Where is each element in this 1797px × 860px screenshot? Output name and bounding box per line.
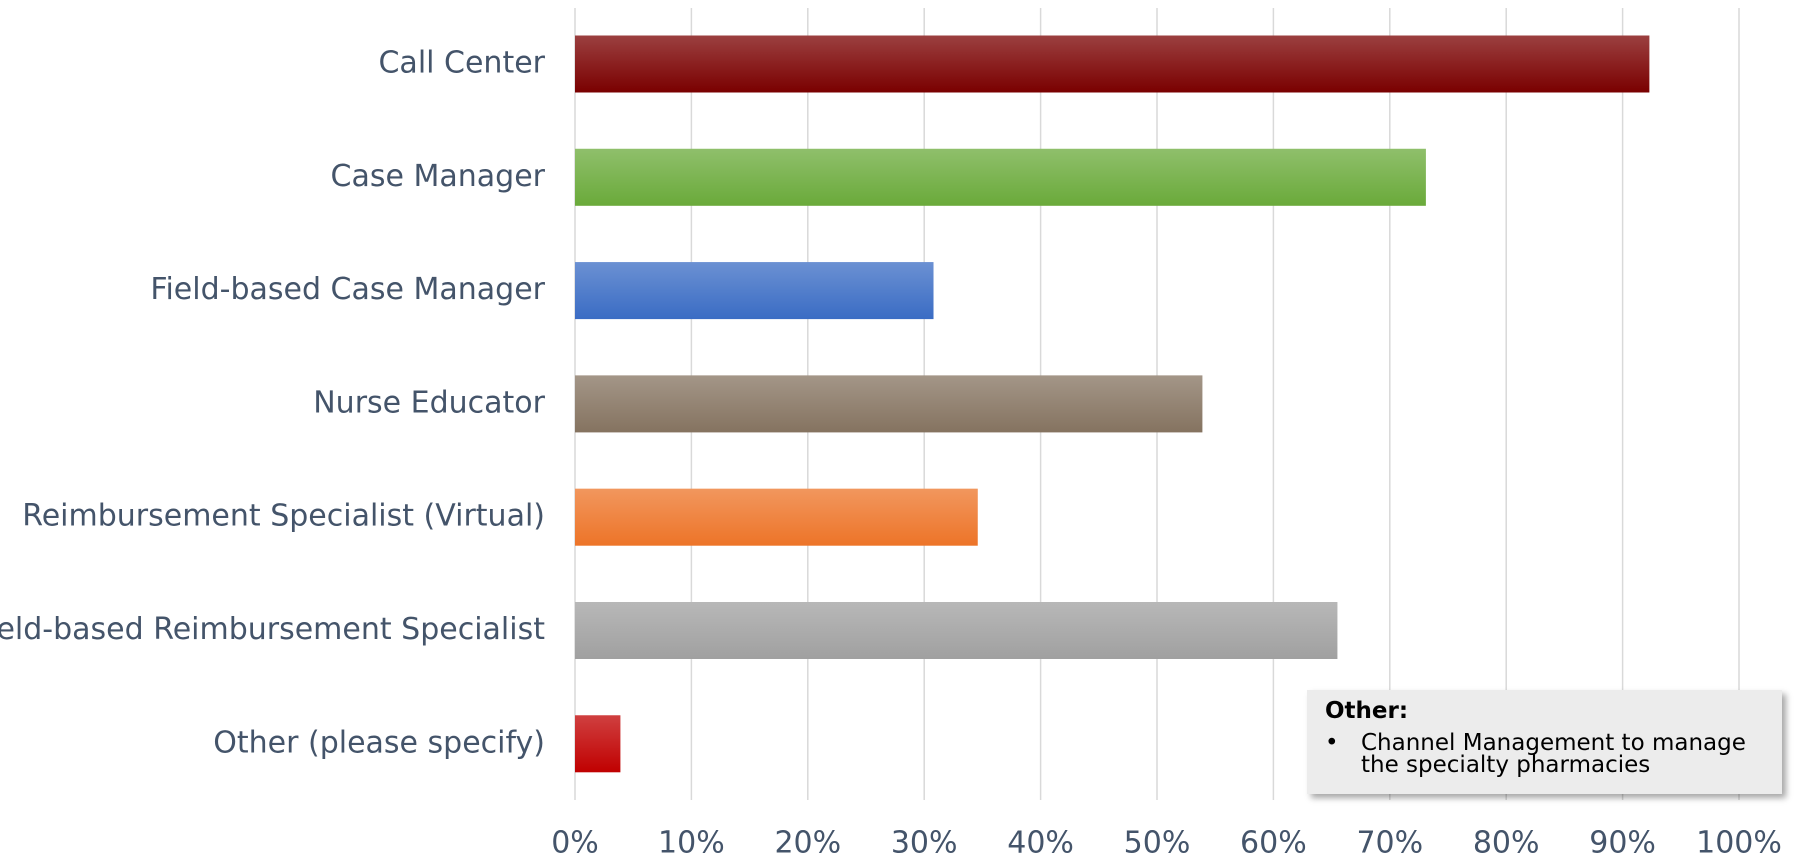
x-tick-label: 30% — [891, 826, 958, 857]
x-tick-label: 10% — [658, 826, 725, 857]
bar — [575, 488, 978, 546]
y-tick-label: Reimbursement Specialist (Virtual) — [22, 499, 545, 534]
y-tick-label: Field-based Reimbursement Specialist — [0, 612, 545, 647]
bar — [575, 602, 1338, 659]
y-tick-label: Other (please specify) — [213, 725, 545, 760]
x-tick-label: 100% — [1696, 826, 1782, 857]
annotation-box: Other: • Channel Management to manage the… — [1307, 690, 1782, 794]
x-tick-label: 20% — [774, 826, 841, 857]
y-tick-label: Case Manager — [331, 159, 546, 194]
y-tick-label: Nurse Educator — [313, 385, 545, 420]
annotation-item: • Channel Management to manage the specia… — [1325, 730, 1764, 778]
x-tick-label: 40% — [1007, 826, 1074, 857]
bar — [575, 375, 1203, 433]
x-tick-label: 70% — [1356, 826, 1423, 857]
x-tick-label: 60% — [1240, 826, 1307, 857]
bar — [575, 148, 1426, 206]
annotation-text: Channel Management to manage the special… — [1361, 730, 1746, 778]
bar — [575, 262, 934, 320]
y-tick-label: Call Center — [378, 46, 545, 81]
bar — [575, 715, 621, 773]
x-tick-label: 50% — [1124, 826, 1191, 857]
x-tick-label: 0% — [551, 826, 599, 857]
y-tick-label: Field-based Case Manager — [150, 272, 545, 307]
annotation-title: Other: — [1325, 698, 1409, 724]
x-tick-label: 90% — [1589, 826, 1656, 857]
bar — [575, 35, 1650, 93]
x-tick-label: 80% — [1473, 826, 1540, 857]
